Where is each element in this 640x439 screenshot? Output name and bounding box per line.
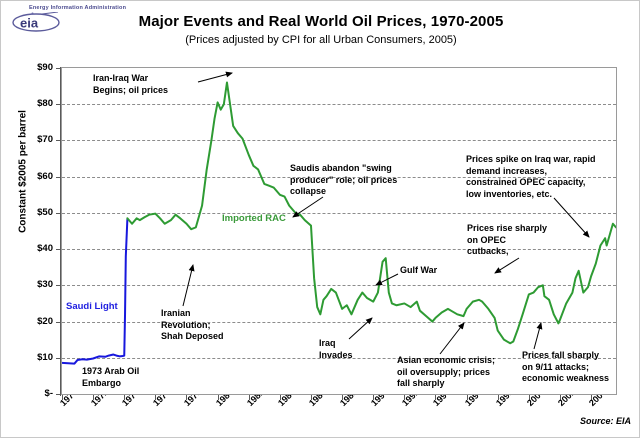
x-tick-mark — [62, 395, 63, 400]
source-note: Source: EIA — [579, 416, 631, 426]
x-tick-mark — [279, 395, 281, 400]
eia-logo: Energy Information Administration eia — [7, 5, 127, 35]
y-tick-label: $- — [44, 388, 53, 399]
svg-text:eia: eia — [20, 16, 39, 31]
gridline — [62, 104, 616, 106]
y-tick-label: $20 — [37, 315, 53, 327]
series-line-imported-rac — [126, 81, 616, 345]
annotation-prices-spike-iraq-war: Prices spike on Iraq war, rapid demand i… — [466, 154, 596, 199]
x-tick-mark — [124, 395, 126, 400]
gridline — [62, 176, 616, 178]
agency-name: Energy Information Administration — [29, 5, 127, 11]
y-tick-mark — [56, 285, 61, 287]
y-tick-label: $60 — [37, 170, 53, 182]
annotation-iranian-revolution: Iranian Revolution; Shah Deposed — [161, 308, 224, 341]
y-tick-mark — [56, 394, 61, 395]
annotation-imported-rac-label: Imported RAC — [222, 213, 286, 224]
eia-wordmark-icon: eia — [12, 12, 60, 32]
x-tick-mark — [93, 395, 95, 400]
plot-area — [61, 67, 617, 395]
gridline — [62, 357, 616, 359]
gridline — [62, 285, 616, 287]
y-tick-mark — [56, 357, 61, 359]
y-tick-mark — [56, 176, 61, 178]
annotation-arab-oil-embargo: 1973 Arab Oil Embargo — [82, 366, 140, 388]
series-line-saudi-light — [62, 218, 129, 365]
gridline — [62, 140, 616, 142]
x-tick-mark — [559, 395, 561, 400]
page-title: Major Events and Real World Oil Prices, … — [138, 13, 504, 30]
y-axis-line — [60, 67, 61, 396]
x-tick-mark — [155, 395, 157, 400]
annotation-iraq-invades: Iraq Invades — [319, 338, 353, 360]
x-tick-mark — [186, 395, 188, 400]
annotation-gulf-war: Gulf War — [400, 265, 438, 275]
annotation-saudis-abandon-swing: Saudis abandon "swing producer" role; oi… — [290, 163, 398, 196]
y-tick-label: $40 — [37, 243, 53, 255]
page-subtitle: (Prices adjusted by CPI for all Urban Co… — [185, 34, 457, 46]
annotation-saudi-light-label: Saudi Light — [66, 301, 118, 312]
x-tick-mark — [217, 395, 219, 400]
y-tick-mark — [56, 212, 61, 214]
x-tick-mark — [591, 395, 593, 400]
series-layer — [62, 81, 616, 365]
y-tick-label: $30 — [37, 279, 53, 291]
annotation-prices-fall-911: Prices fall sharply on 9/11 attacks; eco… — [522, 350, 610, 383]
gridline — [62, 321, 616, 323]
x-tick-mark — [404, 395, 406, 400]
y-tick-label: $10 — [37, 351, 53, 363]
y-tick-mark — [56, 249, 61, 251]
y-tick-mark — [56, 104, 61, 106]
y-tick-mark — [56, 140, 61, 142]
annotation-prices-rise-opec-cutbacks: Prices rise sharply on OPEC cutbacks, — [467, 223, 548, 256]
y-tick-label: $90 — [37, 62, 53, 73]
y-tick-label: $80 — [37, 98, 53, 110]
annotation-asian-economic-crisis: Asian economic crisis; oil oversupply; p… — [397, 355, 496, 388]
x-tick-mark — [248, 395, 250, 400]
gridline — [62, 249, 616, 251]
annotation-iran-iraq-war: Iran-Iraq War Begins; oil prices — [93, 73, 169, 95]
gridline — [62, 212, 616, 214]
y-tick-mark — [56, 321, 61, 323]
x-tick-mark — [435, 395, 437, 400]
x-tick-mark — [466, 395, 468, 400]
x-tick-mark — [373, 395, 375, 400]
x-tick-mark — [310, 395, 312, 400]
x-tick-mark — [497, 395, 499, 400]
y-tick-label: $50 — [37, 206, 53, 218]
y-tick-label: $70 — [37, 134, 53, 146]
x-tick-mark — [342, 395, 344, 400]
x-tick-mark — [528, 395, 530, 400]
y-tick-mark — [56, 68, 61, 69]
